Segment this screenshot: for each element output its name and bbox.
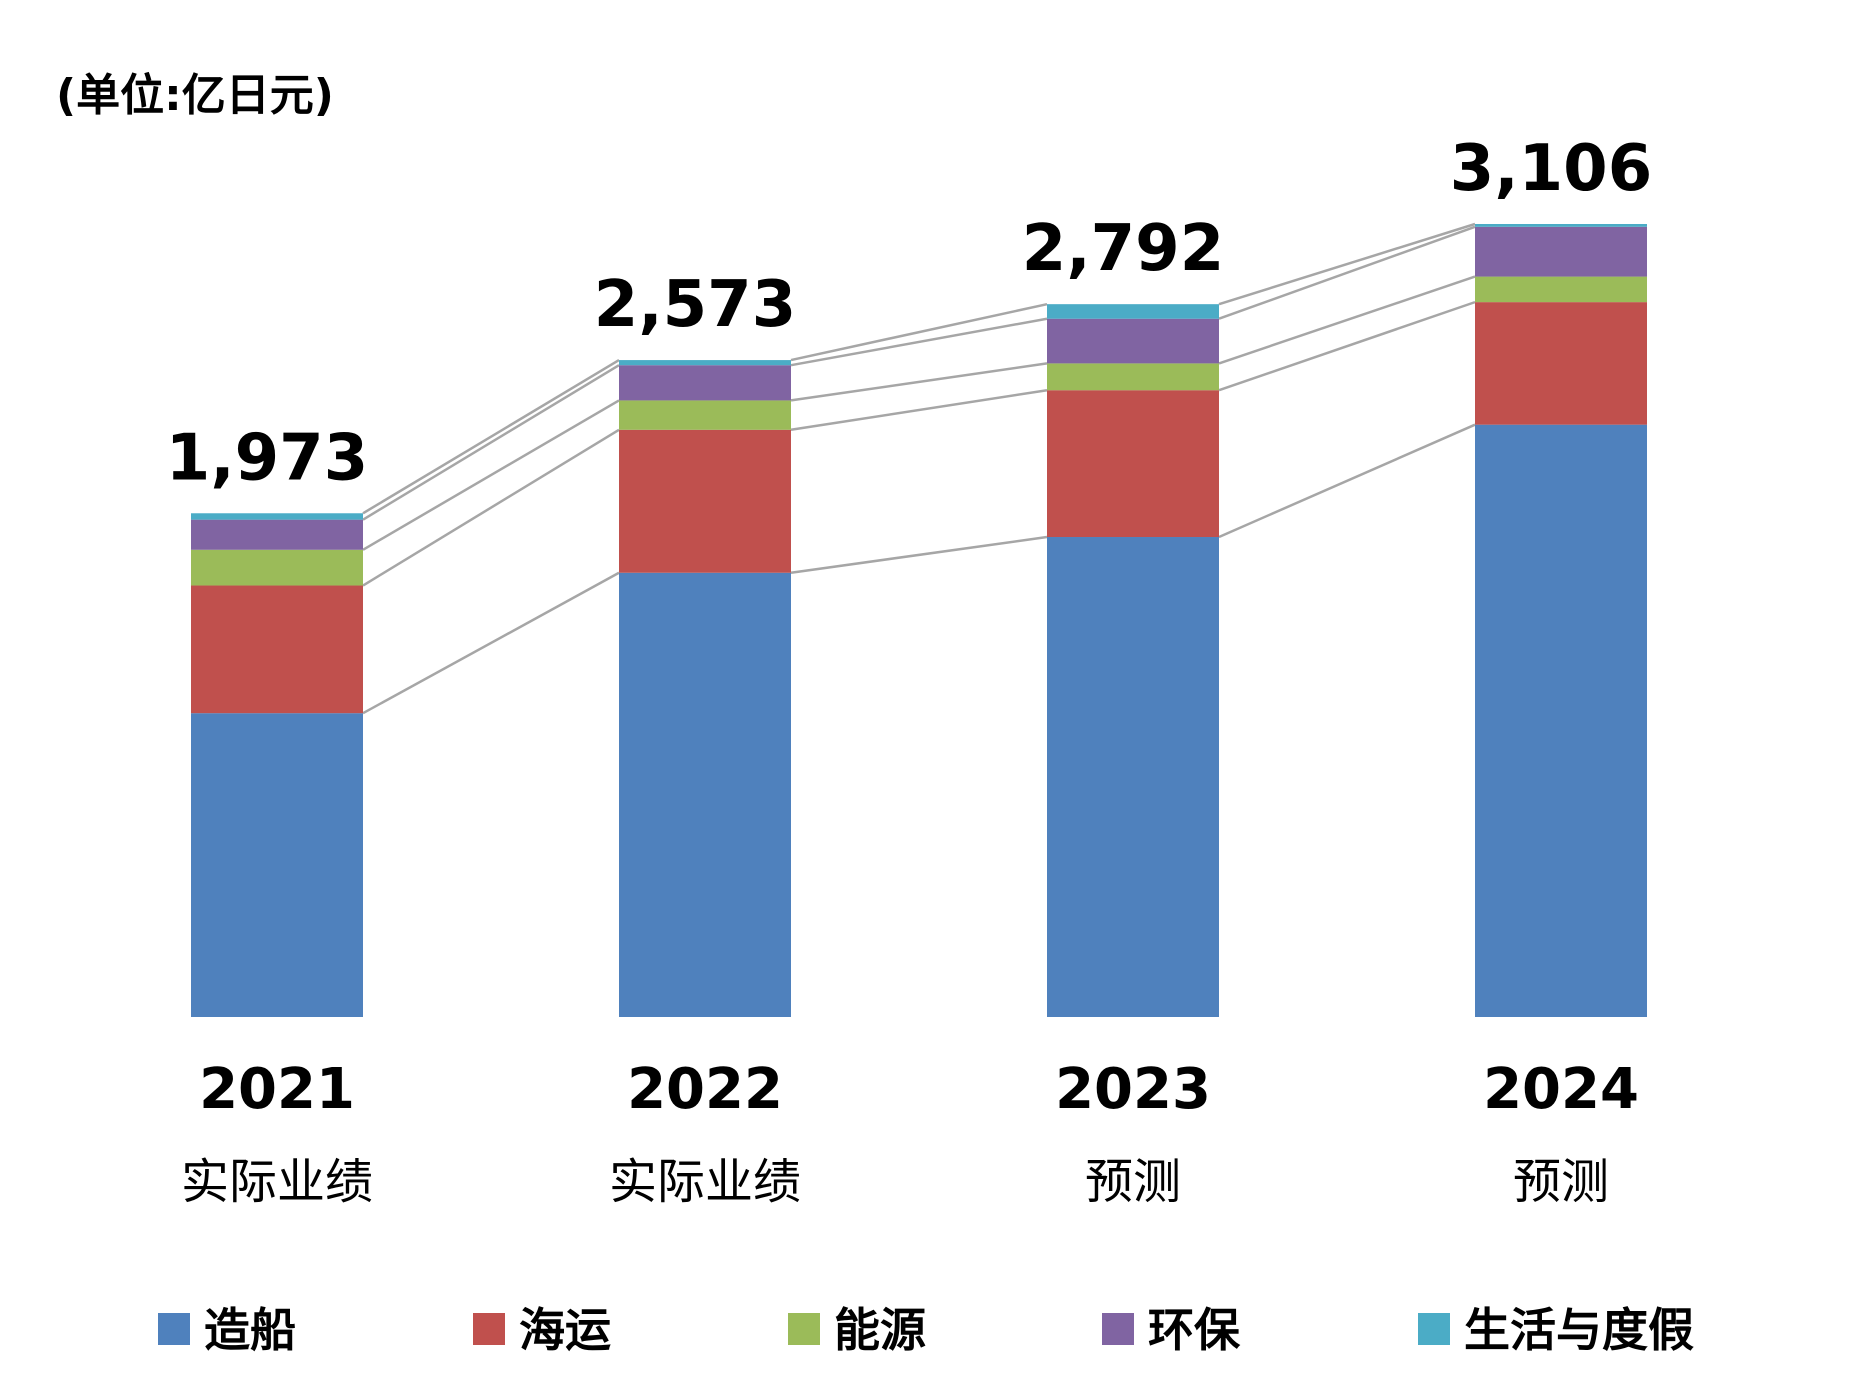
bar-segment-2021-1 xyxy=(191,585,363,714)
legend-label: 造船 xyxy=(204,1303,296,1357)
connector-line xyxy=(362,428,620,587)
total-label: 2,573 xyxy=(594,268,796,342)
bar-segment-2022-3 xyxy=(619,365,791,401)
legend-swatch xyxy=(1418,1313,1450,1345)
bar-segment-2021-0 xyxy=(191,713,363,1017)
category-label: 2023 xyxy=(1055,1057,1211,1122)
bar-stacks xyxy=(191,224,1647,1017)
connector-line xyxy=(790,388,1048,432)
bar-segment-2023-1 xyxy=(1047,390,1219,538)
connector-line xyxy=(362,359,620,515)
category-label: 2021 xyxy=(199,1057,355,1122)
connector-line xyxy=(1218,300,1476,392)
connector-line xyxy=(1218,423,1476,539)
total-label: 2,792 xyxy=(1022,212,1224,286)
unit-label: (单位:亿日元) xyxy=(56,70,334,121)
legend: 造船 海运 能源 环保 生活与度假 xyxy=(158,1303,1694,1357)
category-sublabel: 预测 xyxy=(1085,1154,1181,1210)
category-sublabel: 预测 xyxy=(1513,1154,1609,1210)
bar-segment-2023-2 xyxy=(1047,363,1219,391)
bar-segment-2024-2 xyxy=(1475,276,1647,303)
total-label: 3,106 xyxy=(1450,132,1652,206)
bar-segment-2024-4 xyxy=(1475,224,1647,227)
bar-segment-2021-4 xyxy=(191,513,363,520)
legend-swatch xyxy=(1102,1313,1134,1345)
legend-swatch xyxy=(158,1313,190,1345)
bar-segment-2022-1 xyxy=(619,429,791,573)
category-sublabel: 实际业绩 xyxy=(181,1154,373,1210)
bar-segment-2023-4 xyxy=(1047,304,1219,319)
connector-line xyxy=(1218,275,1476,365)
connector-line xyxy=(790,362,1048,402)
bar-segment-2022-2 xyxy=(619,400,791,430)
legend-swatch xyxy=(473,1313,505,1345)
legend-swatch xyxy=(788,1313,820,1345)
bar-segment-2022-0 xyxy=(619,572,791,1017)
total-label: 1,973 xyxy=(166,421,368,495)
connector-line xyxy=(362,364,620,521)
category-label: 2024 xyxy=(1483,1057,1639,1122)
bar-segment-2021-2 xyxy=(191,549,363,586)
category-label: 2022 xyxy=(627,1057,783,1122)
bar-segment-2023-3 xyxy=(1047,318,1219,364)
bar-segment-2023-0 xyxy=(1047,537,1219,1017)
bar-segment-2024-1 xyxy=(1475,302,1647,425)
bar-segment-2024-3 xyxy=(1475,226,1647,277)
legend-label: 生活与度假 xyxy=(1464,1303,1694,1357)
legend-label: 海运 xyxy=(519,1303,611,1357)
connector-line xyxy=(362,571,620,715)
legend-label: 能源 xyxy=(834,1303,926,1357)
bar-segment-2024-0 xyxy=(1475,424,1647,1017)
bar-segment-2021-3 xyxy=(191,519,363,550)
connector-line xyxy=(790,302,1048,362)
connector-lines xyxy=(362,222,1476,715)
total-labels: 1,973 2,573 2,792 3,106 xyxy=(166,132,1652,495)
category-sublabel: 实际业绩 xyxy=(609,1154,801,1210)
connector-line xyxy=(1218,222,1476,306)
bar-segment-2022-4 xyxy=(619,360,791,366)
connector-line xyxy=(1218,225,1476,320)
connector-line xyxy=(790,535,1048,574)
x-axis-labels: 2021 实际业绩 2022 实际业绩 2023 预测 2024 预测 xyxy=(181,1057,1639,1210)
connector-line xyxy=(790,317,1048,367)
connector-line xyxy=(362,399,620,551)
legend-label: 环保 xyxy=(1148,1303,1241,1357)
